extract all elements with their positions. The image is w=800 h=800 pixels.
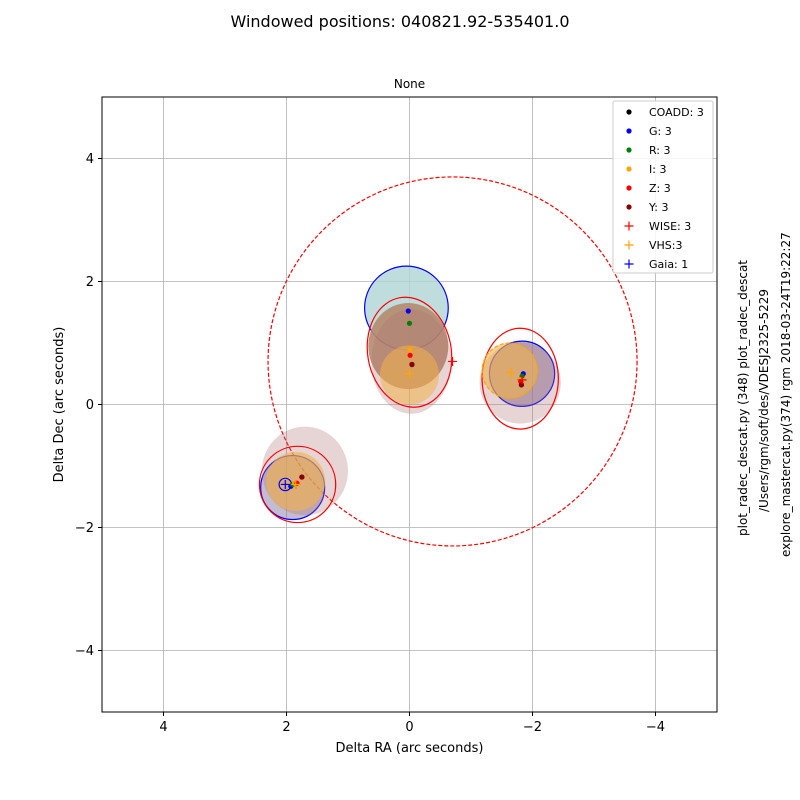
point-r [406, 320, 413, 326]
point-y [409, 361, 415, 368]
legend-coadd-label: COADD: 3 [649, 106, 704, 119]
point-z [407, 352, 413, 358]
legend-vhs-marker [624, 240, 634, 250]
legend-gaia-label: Gaia: 1 [649, 258, 688, 271]
legend-z-marker [626, 185, 632, 191]
legend-coadd-marker [626, 109, 632, 115]
point-wise-plus [517, 375, 527, 385]
legend-y-label: Y: 3 [648, 201, 668, 214]
y-axis-label: Delta Dec (arc seconds) [52, 327, 67, 483]
point-y [518, 382, 525, 388]
y-tick-label: 4 [86, 152, 94, 167]
side-note-2: /Users/rgm/soft/des/VDESJ2325-5229 [757, 288, 771, 512]
side-note-1: plot_radec_descat.py (348) plot_radec_de… [736, 259, 750, 536]
x-tick-label: 2 [282, 720, 290, 735]
point-g [405, 308, 411, 314]
y-tick-label: −4 [75, 644, 94, 659]
error-ellipse-wise [267, 176, 638, 547]
x-tick-label: 4 [159, 720, 167, 735]
x-tick-label: 0 [405, 720, 413, 735]
legend-r-label: R: 3 [649, 144, 671, 157]
legend-r-marker [626, 147, 632, 153]
legend-y-marker [626, 204, 632, 210]
legend-z-label: Z: 3 [649, 182, 671, 195]
y-tick-label: −2 [75, 521, 94, 536]
figure-suptitle: Windowed positions: 040821.92-535401.0 [230, 12, 570, 31]
legend-frame [612, 100, 714, 274]
point-y [299, 474, 305, 480]
legend-g-marker [626, 128, 632, 134]
y-tick-label: 2 [86, 275, 94, 290]
legend-vhs-label: VHS:3 [649, 239, 682, 252]
point-gaia-plus [280, 479, 290, 489]
legend: COADD: 3 G: 3 R: 3 I: 3 Z: 3 Y: 3 WISE: 3 VHS:3… [612, 100, 714, 274]
axis-ticks: 4 2 0 −2 −4 4 2 0 −2 −4 [75, 152, 665, 735]
legend-wise-label: WISE: 3 [649, 220, 691, 233]
error-ellipse-i [481, 342, 539, 399]
y-tick-label: 0 [86, 398, 94, 413]
x-tick-label: −4 [646, 720, 665, 735]
legend-i-label: I: 3 [649, 163, 666, 176]
data-points [280, 308, 527, 489]
x-tick-label: −2 [523, 720, 542, 735]
legend-wise-marker [624, 221, 634, 231]
point-vhs-plus [506, 368, 516, 378]
point-vhs-plus [405, 369, 414, 379]
legend-gaia-marker [624, 259, 634, 269]
error-ellipse-z [481, 327, 559, 430]
axes-title: None [394, 77, 425, 91]
point-vhs-plus [291, 479, 301, 489]
point-i [407, 346, 413, 352]
error-ellipse-z [366, 296, 453, 408]
x-axis-label: Delta RA (arc seconds) [336, 741, 484, 756]
error-ellipse-z [258, 445, 337, 524]
legend-g-label: G: 3 [649, 125, 672, 138]
legend-i-marker [626, 166, 632, 172]
error-ellipses [258, 176, 638, 547]
side-note-3: explore_mastercat.py(374) rgm 2018-03-24… [779, 232, 793, 557]
point-wise-plus [448, 356, 458, 366]
